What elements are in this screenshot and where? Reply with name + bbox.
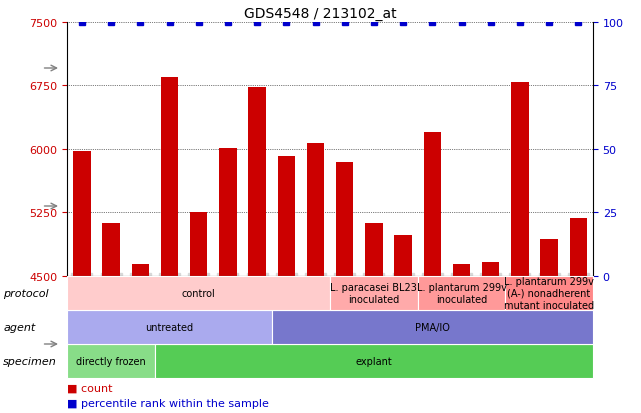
Bar: [570, 218, 587, 276]
Bar: [365, 224, 383, 276]
Bar: [540, 239, 558, 276]
Bar: [336, 162, 353, 276]
Bar: [103, 224, 120, 276]
Bar: [278, 157, 295, 276]
Text: protocol: protocol: [3, 288, 49, 298]
Text: control: control: [182, 288, 215, 298]
Bar: [394, 236, 412, 276]
Text: L. plantarum 299v
(A-) nonadherent
mutant inoculated: L. plantarum 299v (A-) nonadherent mutan…: [504, 277, 594, 310]
Bar: [511, 83, 529, 276]
Text: agent: agent: [3, 322, 35, 332]
Bar: [190, 212, 208, 276]
Text: L. paracasei BL23
inoculated: L. paracasei BL23 inoculated: [331, 282, 417, 304]
Text: L. plantarum 299v
inoculated: L. plantarum 299v inoculated: [417, 282, 506, 304]
Bar: [307, 144, 324, 276]
Bar: [248, 88, 266, 276]
Text: specimen: specimen: [3, 356, 57, 366]
Text: untreated: untreated: [146, 322, 194, 332]
Text: ■ percentile rank within the sample: ■ percentile rank within the sample: [67, 398, 269, 408]
Text: directly frozen: directly frozen: [76, 356, 146, 366]
Bar: [453, 264, 470, 276]
Text: GDS4548 / 213102_at: GDS4548 / 213102_at: [244, 7, 397, 21]
Bar: [161, 78, 178, 276]
Text: explant: explant: [356, 356, 392, 366]
Bar: [73, 152, 90, 276]
Bar: [424, 133, 441, 276]
Text: ■ count: ■ count: [67, 383, 113, 393]
Bar: [482, 263, 499, 276]
Bar: [219, 149, 237, 276]
Text: PMA/IO: PMA/IO: [415, 322, 450, 332]
Bar: [131, 264, 149, 276]
